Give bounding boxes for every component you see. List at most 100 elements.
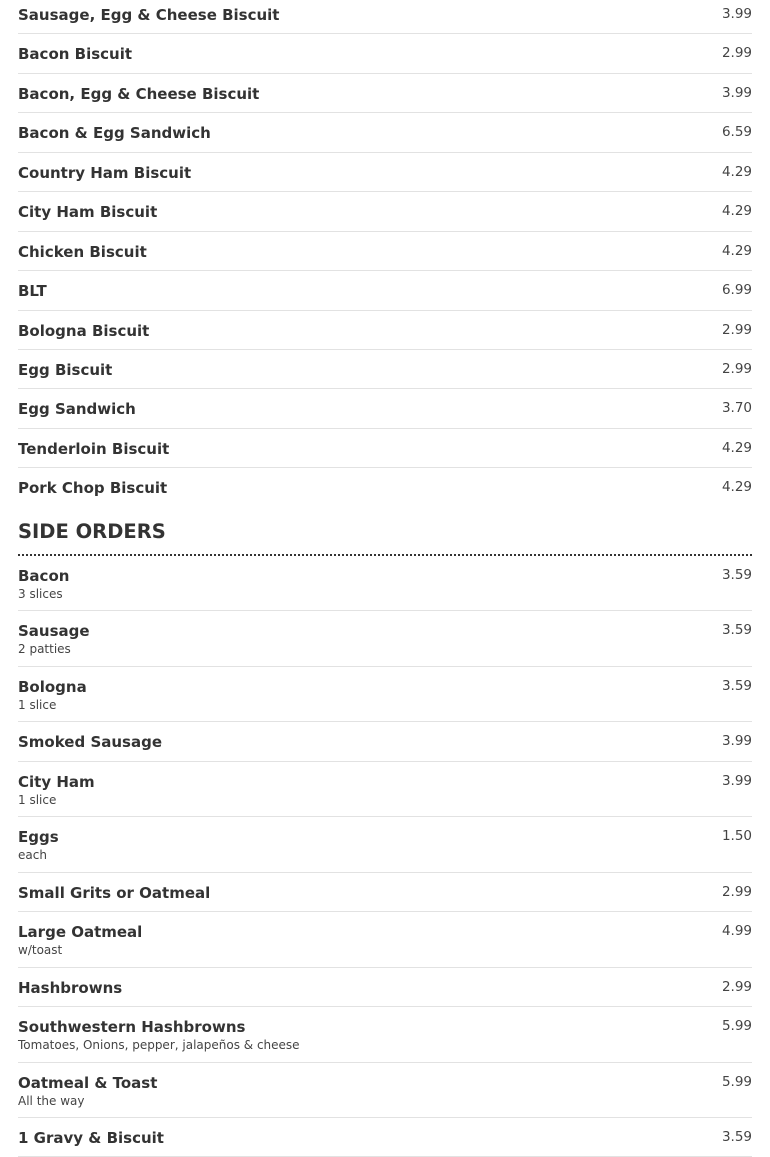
menu-item-name: Bacon, Egg & Cheese Biscuit (18, 84, 260, 103)
menu-item-price: 4.29 (721, 479, 752, 496)
menu-item-info: Small Grits or Oatmeal (18, 883, 210, 903)
menu-item-name: Sausage (18, 622, 90, 641)
menu-item: City Ham Biscuit 4.29 (18, 192, 752, 232)
side-orders-list: Bacon 3 slices 3.59 Sausage 2 patties 3.59 Bol… (18, 556, 752, 1157)
menu-item-info: Bologna Biscuit (18, 321, 149, 341)
menu-item-price: 4.99 (721, 923, 752, 940)
menu-item-name: Chicken Biscuit (18, 242, 147, 261)
menu-item-price: 5.99 (721, 1073, 752, 1090)
menu-item: 1 Gravy & Biscuit 3.59 (18, 1118, 752, 1157)
menu-item-name: Country Ham Biscuit (18, 163, 192, 182)
menu-item-info: Hashbrowns (18, 978, 122, 998)
menu-item: Eggs each 1.50 (18, 817, 752, 873)
menu-item-price: 5.99 (721, 1018, 752, 1034)
menu-item-price: 2.99 (721, 45, 752, 62)
menu-item: Large Oatmeal w/toast 4.99 (18, 912, 752, 968)
menu-item-info: Southwestern Hashbrowns Tomatoes, Onions,… (18, 1017, 300, 1054)
menu-item-info: Country Ham Biscuit (18, 163, 191, 183)
menu-item-name: Sausage, Egg & Cheese Biscuit (18, 6, 280, 24)
menu-item: Hashbrowns 2.99 (18, 968, 752, 1007)
menu-item: Sausage, Egg & Cheese Biscuit 3.99 (18, 0, 752, 35)
menu-item-description: each (18, 848, 47, 863)
menu-item-info: Sausage 2 patties (18, 621, 90, 658)
menu-item-price: 3.59 (721, 566, 752, 583)
menu-item-description: Tomatoes, Onions, pepper, jalapeños & ch… (18, 1038, 300, 1052)
menu-item: Sausage 2 patties 3.59 (18, 611, 752, 667)
menu-item-price: 4.29 (721, 163, 752, 180)
menu-item-name: Hashbrowns (18, 978, 123, 997)
menu-item: City Ham 1 slice 3.99 (18, 762, 752, 818)
menu-item: Small Grits or Oatmeal 2.99 (18, 873, 752, 913)
menu-item-description: 1 slice (18, 792, 57, 807)
menu-item: Bologna 1 slice 3.59 (18, 667, 752, 723)
menu-item-info: Oatmeal & Toast All the way (18, 1073, 157, 1110)
menu-item-description: 3 slices (18, 586, 63, 601)
menu: Sausage, Egg & Cheese Biscuit 3.99 Bacon B… (18, 0, 752, 1157)
menu-item-name: Small Grits or Oatmeal (18, 883, 211, 902)
menu-item-price: 4.29 (721, 242, 752, 259)
menu-item: Country Ham Biscuit 4.29 (18, 153, 752, 193)
menu-item: Pork Chop Biscuit 4.29 (18, 468, 752, 506)
menu-item-price: 4.29 (721, 439, 752, 456)
menu-item-info: City Ham 1 slice (18, 772, 95, 809)
menu-item-info: Eggs each (18, 827, 59, 864)
menu-item-name: Oatmeal & Toast (18, 1073, 158, 1092)
menu-item-info: Sausage, Egg & Cheese Biscuit (18, 5, 279, 25)
menu-item-price: 3.99 (721, 733, 752, 750)
menu-item-name: Pork Chop Biscuit (18, 479, 168, 498)
menu-item-info: 1 Gravy & Biscuit (18, 1128, 164, 1148)
menu-item: Bologna Biscuit 2.99 (18, 311, 752, 350)
menu-item-info: Bacon Biscuit (18, 44, 132, 64)
menu-item: Bacon, Egg & Cheese Biscuit 3.99 (18, 74, 752, 114)
menu-item-info: Pork Chop Biscuit (18, 478, 167, 498)
menu-item-info: Bacon 3 slices (18, 566, 69, 603)
menu-item: Oatmeal & Toast All the way 5.99 (18, 1063, 752, 1118)
menu-item-name: Eggs (18, 828, 59, 847)
menu-item: Bacon Biscuit 2.99 (18, 34, 752, 74)
menu-item-info: Bologna 1 slice (18, 677, 87, 714)
menu-item-info: Chicken Biscuit (18, 242, 147, 262)
menu-item: Tenderloin Biscuit 4.29 (18, 429, 752, 469)
menu-item-price: 3.99 (721, 84, 752, 101)
menu-item-description: w/toast (18, 943, 63, 958)
menu-item-name: Bologna Biscuit (18, 321, 150, 340)
menu-item-name: Bacon & Egg Sandwich (18, 124, 211, 143)
menu-item-price: 2.99 (721, 978, 752, 995)
menu-item: Bacon & Egg Sandwich 6.59 (18, 113, 752, 153)
menu-item-name: Southwestern Hashbrowns (18, 1018, 246, 1036)
menu-item-price: 3.70 (721, 400, 752, 417)
menu-item: Egg Biscuit 2.99 (18, 350, 752, 390)
menu-item-price: 6.99 (721, 282, 752, 299)
menu-item-info: Egg Sandwich (18, 399, 136, 419)
menu-item-info: Egg Biscuit (18, 360, 112, 380)
menu-item-info: Bacon & Egg Sandwich (18, 123, 211, 143)
menu-item-description: 2 patties (18, 642, 71, 657)
menu-item-price: 4.29 (721, 203, 752, 220)
menu-item-price: 3.59 (721, 1129, 752, 1145)
menu-item-name: Egg Biscuit (18, 360, 113, 379)
menu-item-price: 2.99 (721, 360, 752, 377)
menu-item-name: City Ham (18, 772, 95, 791)
menu-item: Smoked Sausage 3.99 (18, 722, 752, 762)
menu-item-info: City Ham Biscuit (18, 202, 157, 222)
menu-item-price: 3.99 (721, 6, 752, 22)
menu-item-info: Smoked Sausage (18, 732, 162, 752)
menu-item-name: Tenderloin Biscuit (18, 439, 170, 458)
menu-item-price: 2.99 (721, 883, 752, 900)
menu-item: BLT 6.99 (18, 271, 752, 311)
menu-item-price: 3.99 (721, 772, 752, 789)
menu-item-price: 6.59 (721, 124, 752, 141)
menu-item: Bacon 3 slices 3.59 (18, 556, 752, 612)
menu-item-name: Bacon Biscuit (18, 45, 133, 64)
menu-item-price: 1.50 (721, 828, 752, 845)
menu-item-name: Large Oatmeal (18, 923, 143, 942)
menu-item-name: BLT (18, 282, 47, 301)
menu-item-description: 1 slice (18, 697, 57, 712)
menu-item: Southwestern Hashbrowns Tomatoes, Onions,… (18, 1007, 752, 1063)
menu-item-info: Large Oatmeal w/toast (18, 922, 142, 959)
menu-item-info: BLT (18, 281, 47, 301)
menu-item-info: Tenderloin Biscuit (18, 439, 169, 459)
breakfast-list: Sausage, Egg & Cheese Biscuit 3.99 Bacon B… (18, 0, 752, 507)
menu-item-price: 2.99 (721, 321, 752, 338)
menu-item-name: Bacon (18, 566, 70, 585)
